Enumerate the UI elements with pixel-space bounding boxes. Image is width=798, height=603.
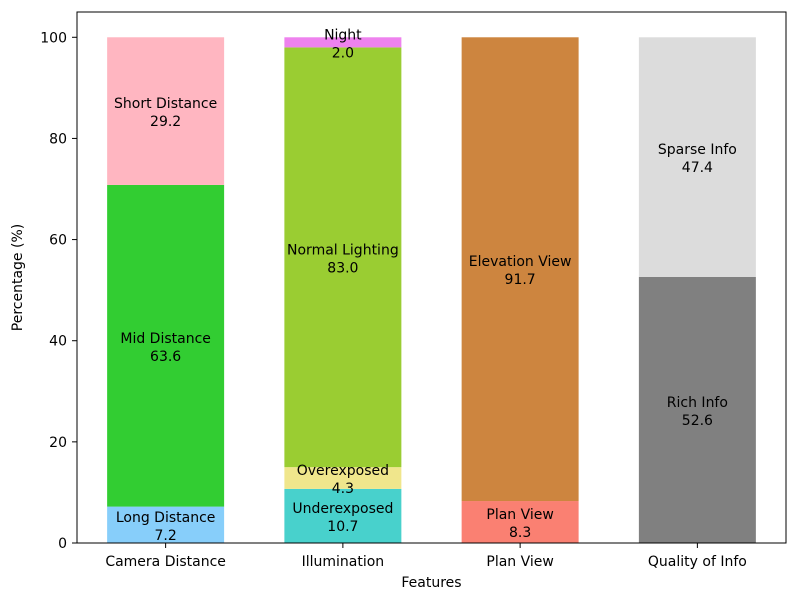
bar-segment-illumination-night xyxy=(284,37,402,48)
segment-name-label: Night xyxy=(324,27,362,43)
y-tick-label: 60 xyxy=(49,233,67,249)
segment-name-label: Sparse Info xyxy=(658,142,737,158)
segment-value-label: 4.3 xyxy=(332,481,354,497)
bar-segment-camera-distance-mid-distance xyxy=(107,184,225,507)
bar-segment-camera-distance-short-distance xyxy=(107,37,225,185)
y-tick-label: 20 xyxy=(49,435,67,451)
x-tick-label: Illumination xyxy=(302,554,385,570)
segment-value-label: 29.2 xyxy=(150,114,181,130)
bar-segment-illumination-underexposed xyxy=(284,488,402,543)
bar-segment-camera-distance-long-distance xyxy=(107,506,225,543)
bar-segment-plan-view-plan-view xyxy=(461,501,579,543)
segment-name-label: Normal Lighting xyxy=(287,242,399,258)
segment-value-label: 47.4 xyxy=(682,160,713,176)
segment-name-label: Elevation View xyxy=(469,254,572,270)
y-axis-label: Percentage (%) xyxy=(10,224,26,331)
y-axis: 0 20 40 60 80 100 xyxy=(40,30,77,552)
bar-segment-plan-view-elevation-view xyxy=(461,37,579,502)
segment-value-label: 2.0 xyxy=(332,45,354,61)
segment-name-label: Overexposed xyxy=(297,463,389,479)
segment-value-label: 8.3 xyxy=(509,525,531,541)
segment-name-label: Mid Distance xyxy=(120,331,211,347)
segment-name-label: Short Distance xyxy=(114,96,217,112)
x-axis-label: Features xyxy=(401,575,461,591)
x-tick-label: Camera Distance xyxy=(105,554,226,570)
x-tick-label: Quality of Info xyxy=(648,554,747,570)
segment-name-label: Plan View xyxy=(486,507,553,523)
segment-labels-layer: Long Distance 7.2 Mid Distance 63.6 Short Di… xyxy=(114,27,737,543)
bars-layer xyxy=(107,37,756,543)
plot-frame xyxy=(76,11,787,544)
bar-segment-illumination-overexposed xyxy=(284,467,402,489)
y-tick-label: 80 xyxy=(49,131,67,147)
segment-value-label: 7.2 xyxy=(154,528,176,544)
segment-name-label: Rich Info xyxy=(667,395,728,411)
y-tick-label: 0 xyxy=(58,536,67,552)
segment-name-label: Underexposed xyxy=(292,501,393,517)
segment-value-label: 10.7 xyxy=(327,519,358,535)
y-tick-label: 40 xyxy=(49,334,67,350)
segment-value-label: 63.6 xyxy=(150,349,181,365)
x-axis: Camera Distance Illumination Plan View Qual… xyxy=(105,543,747,570)
segment-value-label: 83.0 xyxy=(327,260,358,276)
bar-segment-illumination-normal-lighting xyxy=(284,47,402,468)
segment-value-label: 52.6 xyxy=(682,413,713,429)
segment-value-label: 91.7 xyxy=(505,272,536,288)
x-tick-label: Plan View xyxy=(486,554,553,570)
bar-segment-quality-of-info-rich-info xyxy=(638,276,756,543)
y-tick-label: 100 xyxy=(40,30,67,46)
bar-segment-quality-of-info-sparse-info xyxy=(638,37,756,277)
segment-name-label: Long Distance xyxy=(116,510,216,526)
